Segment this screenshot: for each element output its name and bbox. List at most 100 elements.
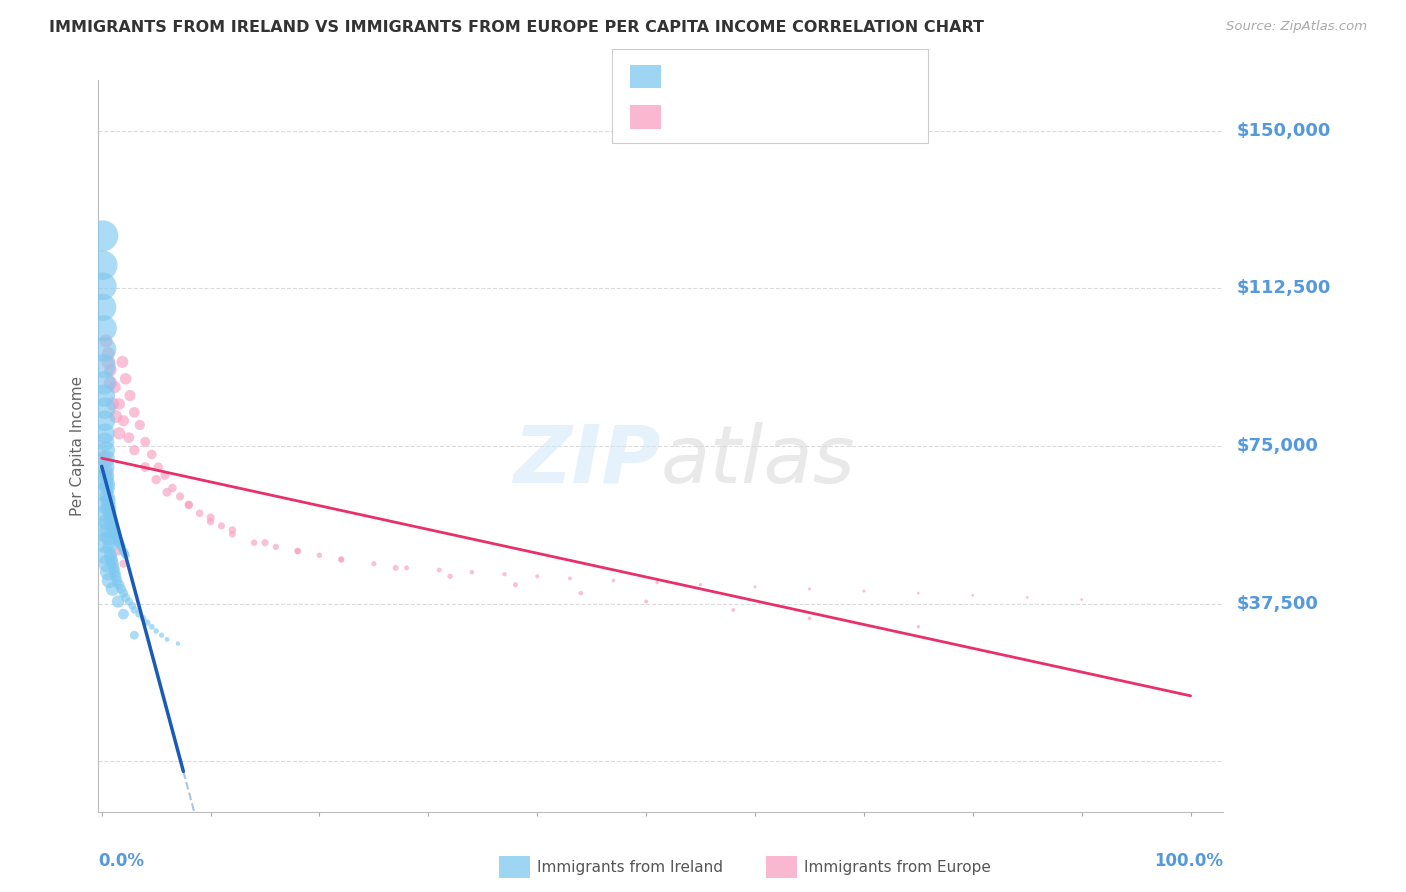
Point (111, 355, 134, 369)
Point (110, 582, 132, 596)
Point (134, 434, 156, 449)
Point (221, 523, 243, 537)
Point (101, 582, 124, 596)
Point (243, 535, 266, 549)
Point (141, 447, 163, 461)
Point (799, 611, 821, 625)
Point (962, 588, 984, 602)
Point (112, 544, 135, 558)
Point (96, 476, 118, 491)
Point (156, 632, 179, 647)
Point (94, 549, 117, 563)
Point (94, 498, 117, 512)
Point (124, 628, 146, 642)
Point (112, 414, 135, 428)
Text: $150,000: $150,000 (1237, 121, 1331, 140)
Text: R =  -0.186: R = -0.186 (672, 68, 775, 86)
Point (93, 321, 115, 335)
Point (114, 372, 136, 386)
Point (569, 586, 592, 600)
Point (94, 535, 117, 549)
Point (93, 376, 115, 390)
Point (461, 565, 484, 579)
Point (100, 376, 122, 390)
Point (287, 544, 309, 558)
Point (105, 532, 128, 546)
Point (308, 549, 330, 563)
Point (94, 451, 117, 466)
Point (94, 334, 117, 348)
Point (253, 535, 276, 549)
Point (156, 485, 179, 500)
Point (907, 586, 929, 600)
Point (799, 582, 821, 596)
Point (107, 533, 129, 548)
Point (124, 405, 146, 419)
Point (1017, 591, 1039, 605)
Point (104, 529, 127, 543)
Text: N = 75: N = 75 (792, 108, 859, 126)
Point (505, 578, 527, 592)
Point (96, 523, 118, 537)
Point (97, 565, 120, 579)
Point (221, 527, 243, 541)
Point (108, 578, 131, 592)
Text: IMMIGRANTS FROM IRELAND VS IMMIGRANTS FROM EUROPE PER CAPITA INCOME CORRELATION : IMMIGRANTS FROM IRELAND VS IMMIGRANTS FR… (49, 20, 984, 35)
Point (98, 540, 121, 554)
Point (177, 498, 200, 512)
Point (101, 523, 124, 537)
Point (97, 532, 120, 546)
Point (93, 359, 115, 373)
Point (100, 549, 122, 563)
Point (110, 540, 132, 554)
Point (94, 468, 117, 483)
Point (101, 521, 124, 535)
Point (104, 527, 127, 541)
Point (93, 343, 115, 357)
Point (93, 485, 115, 500)
Point (636, 594, 658, 608)
Point (96, 490, 118, 504)
Point (907, 620, 929, 634)
Point (384, 561, 406, 575)
Text: $75,000: $75,000 (1237, 437, 1319, 455)
Point (1070, 592, 1092, 607)
Point (723, 603, 745, 617)
Point (162, 481, 184, 495)
Point (114, 591, 136, 605)
Point (96, 481, 118, 495)
Point (439, 569, 461, 583)
Point (128, 607, 150, 622)
Point (104, 380, 127, 394)
Point (124, 603, 146, 617)
Point (118, 431, 141, 445)
Point (112, 607, 135, 622)
Point (100, 510, 122, 524)
Point (94, 515, 117, 529)
Point (94, 468, 117, 483)
Point (93, 388, 115, 402)
Point (100, 363, 122, 377)
Point (101, 557, 124, 571)
Point (96, 557, 118, 571)
Point (114, 546, 136, 560)
Point (145, 624, 167, 638)
Point (112, 586, 135, 600)
Point (494, 567, 516, 582)
Text: Immigrants from Europe: Immigrants from Europe (804, 860, 991, 874)
Point (93, 523, 115, 537)
Y-axis label: Per Capita Income: Per Capita Income (70, 376, 86, 516)
Point (145, 473, 167, 487)
Point (121, 599, 143, 613)
Point (134, 460, 156, 475)
Text: R =  -0.254: R = -0.254 (672, 108, 775, 126)
Point (100, 515, 122, 529)
Point (100, 552, 122, 566)
Point (98, 502, 121, 516)
Point (97, 493, 120, 508)
Point (128, 417, 150, 432)
Point (148, 460, 170, 475)
Point (101, 397, 124, 411)
Point (200, 510, 222, 524)
Point (136, 615, 159, 630)
